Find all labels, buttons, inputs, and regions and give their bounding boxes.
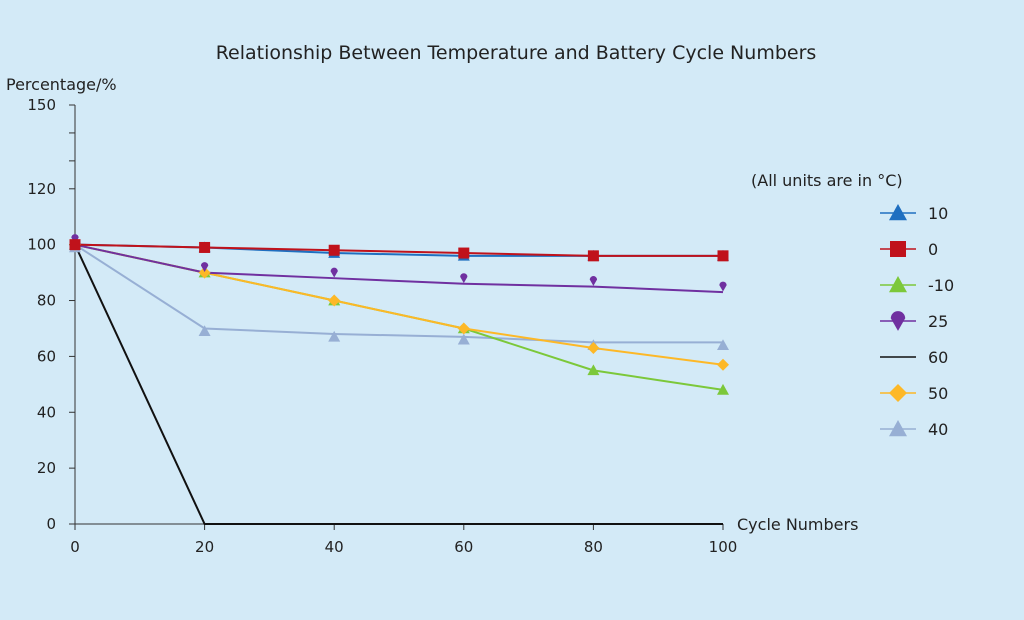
series-line-60 xyxy=(74,244,723,525)
data-point-0 xyxy=(328,244,340,256)
data-point-40 xyxy=(457,333,470,345)
data-point-0 xyxy=(69,239,81,251)
series-line-25 xyxy=(74,243,724,294)
data-point-50 xyxy=(198,266,211,279)
data-point-0 xyxy=(587,250,599,262)
series-line-0 xyxy=(74,243,723,257)
data-point-25 xyxy=(330,267,338,278)
y-tick-label: 40 xyxy=(37,403,56,421)
data-point-25 xyxy=(201,262,209,272)
legend-marker-25 xyxy=(890,311,906,331)
legend-item-10: 10 xyxy=(880,204,948,223)
data-point-50 xyxy=(587,342,600,355)
data-point-0 xyxy=(199,241,211,253)
x-tick-label: 80 xyxy=(584,538,603,556)
legend-item-40: 40 xyxy=(880,420,948,439)
legend-marker-10 xyxy=(889,204,907,221)
legend-item-0: 0 xyxy=(880,240,938,259)
x-tick-label: 100 xyxy=(709,538,738,556)
legend-label: 40 xyxy=(928,420,948,439)
legend-item-minus-10: -10 xyxy=(880,276,954,295)
legend-item-25: 25 xyxy=(880,311,948,331)
data-point-0 xyxy=(717,250,729,262)
x-axis-label: Cycle Numbers xyxy=(737,515,858,534)
data-point-40 xyxy=(198,325,211,337)
legend-label: 50 xyxy=(928,384,948,403)
legend-label: 10 xyxy=(928,204,948,223)
x-tick-label: 20 xyxy=(195,538,214,556)
legend-label: 25 xyxy=(928,312,948,331)
y-tick-label: 120 xyxy=(27,180,56,198)
data-point-40 xyxy=(328,330,341,342)
data-point-25 xyxy=(460,273,468,284)
legend-item-60: 60 xyxy=(880,348,948,367)
legend-label: -10 xyxy=(928,276,954,295)
y-tick-label: 150 xyxy=(27,96,56,114)
legend-marker-0 xyxy=(890,241,906,257)
y-tick-label: 80 xyxy=(37,292,56,310)
data-point-50 xyxy=(457,322,470,335)
legend-label: 0 xyxy=(928,240,938,259)
legend-marker-minus-10 xyxy=(889,276,907,293)
data-point-minus-10 xyxy=(717,383,729,395)
x-tick-label: 40 xyxy=(325,538,344,556)
legend-item-50: 50 xyxy=(880,384,948,403)
y-axis-label: Percentage/% xyxy=(6,75,117,94)
data-point-25 xyxy=(589,276,597,286)
series-line-50 xyxy=(74,243,724,366)
y-tick-label: 60 xyxy=(37,347,56,365)
series-line-40 xyxy=(74,243,723,344)
legend-marker-50 xyxy=(889,384,907,402)
chart-title: Relationship Between Temperature and Bat… xyxy=(216,42,817,64)
data-point-0 xyxy=(458,247,470,259)
x-tick-label: 0 xyxy=(70,538,80,556)
data-point-50 xyxy=(328,294,341,307)
legend-label: 60 xyxy=(928,348,948,367)
x-tick-label: 60 xyxy=(454,538,473,556)
data-point-50 xyxy=(717,358,729,371)
data-point-25 xyxy=(719,281,727,292)
y-tick-label: 100 xyxy=(27,236,56,254)
legend-marker-40 xyxy=(889,420,907,437)
y-tick-label: 20 xyxy=(37,459,56,477)
data-point-40 xyxy=(717,339,729,351)
legend-title: (All units are in °C) xyxy=(751,171,903,190)
data-point-minus-10 xyxy=(587,364,600,376)
y-tick-label: 0 xyxy=(46,515,56,533)
